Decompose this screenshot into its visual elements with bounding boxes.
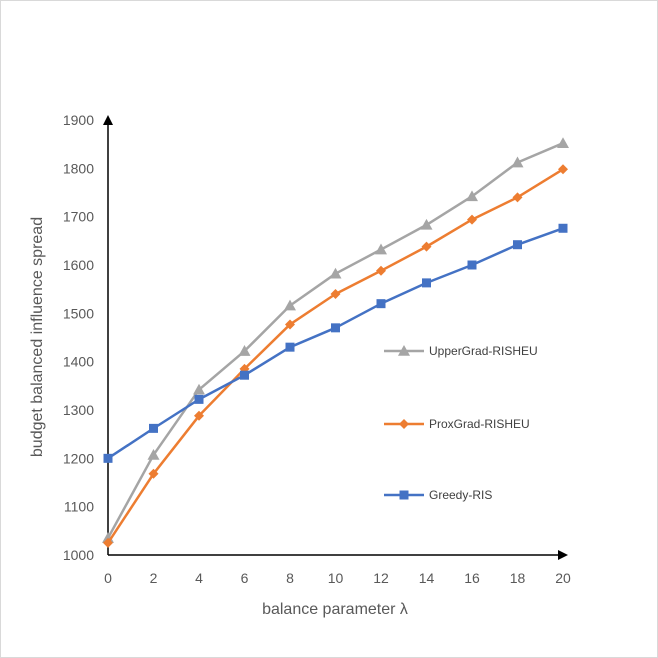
data-point: [466, 190, 478, 202]
x-tick-label: 6: [241, 570, 249, 586]
data-point: [376, 299, 386, 309]
y-tick-label: 1600: [63, 257, 94, 273]
y-tick-label: 1100: [64, 499, 94, 515]
data-point: [557, 137, 569, 148]
x-axis-title: balance parameter λ: [262, 601, 408, 618]
data-point: [147, 448, 160, 460]
series-line: [106, 142, 564, 539]
legend-marker: [398, 345, 410, 356]
legend-marker: [399, 419, 409, 429]
data-point: [511, 156, 524, 168]
legend-label: UpperGrad-RISHEU: [429, 344, 538, 358]
x-tick-label: 18: [510, 570, 526, 586]
y-tick-label: 1900: [63, 112, 94, 128]
data-point: [421, 241, 432, 252]
data-point: [467, 260, 477, 270]
data-point: [558, 223, 568, 233]
data-point: [420, 218, 433, 230]
data-point: [103, 453, 113, 463]
legend: UpperGrad-RISHEU ProxGrad-RISHEU Greedy-RI…: [384, 344, 538, 502]
axes: [103, 115, 568, 560]
legend-label: ProxGrad-RISHEU: [429, 417, 530, 431]
y-tick-label: 1000: [63, 547, 94, 563]
y-tick-label: 1400: [63, 354, 94, 370]
series-greedy-ris: [103, 223, 568, 463]
legend-label: Greedy-RIS: [429, 488, 492, 502]
y-tick-label: 1500: [63, 305, 94, 321]
x-tick-label: 8: [286, 570, 294, 586]
y-tick-label: 1200: [63, 450, 94, 466]
data-point: [558, 164, 568, 175]
legend-item: Greedy-RIS: [384, 488, 492, 502]
data-point: [513, 240, 522, 250]
x-tick-label: 14: [419, 570, 435, 586]
legend-marker: [399, 490, 409, 500]
data-point: [375, 243, 387, 255]
data-point: [240, 370, 249, 380]
x-tick-label: 16: [464, 570, 480, 586]
x-tick-label: 2: [150, 570, 158, 586]
data-point: [330, 289, 341, 299]
data-point: [329, 267, 342, 279]
series-uppergrad-risheu: [102, 137, 569, 543]
x-tick-label: 10: [328, 570, 344, 586]
data-point: [148, 468, 159, 479]
data-point: [103, 537, 113, 548]
data-point: [238, 345, 251, 356]
series-proxgrad-risheu: [103, 164, 568, 548]
legend-item: ProxGrad-RISHEU: [384, 417, 530, 431]
data-point: [194, 410, 204, 421]
data-point: [194, 394, 204, 404]
y-tick-label: 1700: [63, 209, 94, 225]
x-tick-label: 12: [373, 570, 389, 586]
data-point: [285, 342, 295, 352]
x-tick-label: 20: [555, 570, 571, 586]
data-point: [512, 192, 523, 203]
x-tick-label: 4: [195, 570, 203, 586]
data-point: [422, 278, 431, 288]
x-tick-label: 0: [104, 570, 112, 586]
y-tick-label: 1300: [63, 402, 94, 418]
y-tick-label: 1800: [63, 160, 94, 176]
data-point: [149, 423, 158, 433]
legend-item: UpperGrad-RISHEU: [384, 344, 538, 358]
series-layer: [102, 137, 569, 548]
data-point: [376, 265, 386, 276]
y-tick-labels: 1000 1100 1200 1300 1400 1500 1600 1700 1800 1900: [63, 112, 94, 563]
data-point: [331, 323, 340, 333]
x-tick-labels: 0 2 4 6 8 10 12 14 16 18 20: [104, 570, 571, 586]
data-point: [284, 299, 296, 311]
y-axis-title: budget balanced influence spread: [29, 217, 46, 457]
data-point: [193, 383, 205, 395]
data-point: [285, 319, 295, 330]
data-point: [467, 214, 477, 225]
